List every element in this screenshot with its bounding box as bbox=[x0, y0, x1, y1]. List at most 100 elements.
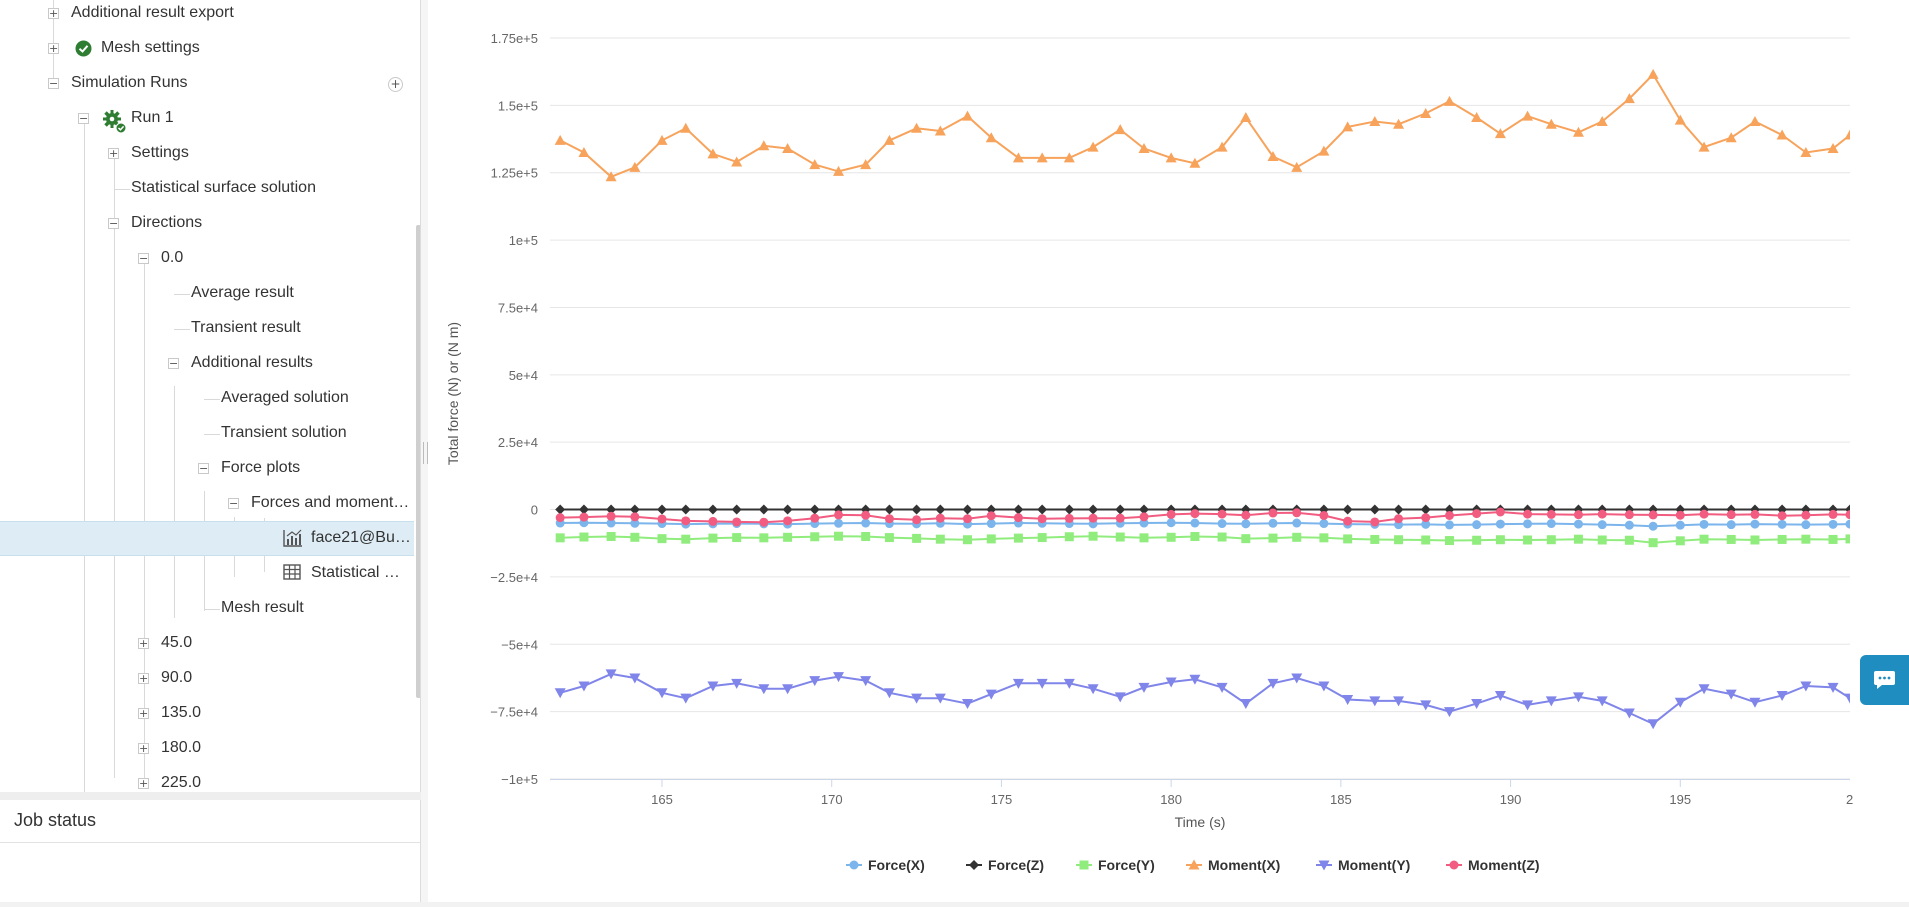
data-point-forcex bbox=[1546, 519, 1556, 529]
tree-item-run-1[interactable]: Run 1 bbox=[131, 109, 174, 126]
data-point-momentz bbox=[810, 513, 820, 523]
collapse-toggle[interactable]: − bbox=[78, 112, 89, 125]
collapse-toggle[interactable]: − bbox=[198, 462, 209, 475]
data-point-momenty bbox=[1165, 677, 1177, 688]
tree-item-additional-results[interactable]: Additional results bbox=[191, 354, 313, 371]
series-momentz bbox=[555, 507, 1850, 527]
data-point-momenty bbox=[1800, 681, 1812, 692]
data-point-forcez bbox=[1699, 504, 1710, 515]
legend-item-forcez[interactable]: Force(Z) bbox=[966, 857, 1044, 873]
legend-item-forcey[interactable]: Force(Y) bbox=[1076, 857, 1155, 873]
tree-item-average-result[interactable]: Average result bbox=[191, 284, 294, 301]
data-point-forcey bbox=[1648, 538, 1658, 548]
left-panel: + Additional result export + Mesh settin… bbox=[0, 0, 421, 902]
data-point-forcez bbox=[1573, 504, 1584, 515]
tree-item-forces-and-moments[interactable]: Forces and moment… bbox=[251, 494, 410, 511]
tree-item-simulation-runs[interactable]: Simulation Runs bbox=[71, 74, 188, 91]
data-point-momentz bbox=[1064, 513, 1074, 523]
collapse-toggle[interactable]: − bbox=[48, 77, 59, 90]
data-point-forcey bbox=[935, 534, 945, 544]
data-point-forcey bbox=[962, 535, 972, 545]
expand-toggle[interactable]: + bbox=[138, 777, 149, 790]
tree-item-direction-0[interactable]: 0.0 bbox=[161, 249, 184, 266]
tree-item-direction-225[interactable]: 225.0 bbox=[161, 774, 202, 791]
legend-label-forcey: Force(Y) bbox=[1098, 857, 1155, 873]
data-point-momentz bbox=[1421, 513, 1431, 523]
data-point-momentz bbox=[579, 512, 589, 522]
tree-item-direction-90[interactable]: 90.0 bbox=[161, 669, 193, 686]
chat-button[interactable] bbox=[1860, 655, 1909, 705]
splitter-grip[interactable] bbox=[423, 442, 428, 464]
data-point-momentz bbox=[1648, 510, 1658, 520]
tree-item-transient-result[interactable]: Transient result bbox=[191, 319, 301, 336]
tree-item-mesh-settings[interactable]: Mesh settings bbox=[101, 39, 200, 56]
expand-toggle[interactable]: + bbox=[138, 672, 149, 685]
data-point-forcez bbox=[1444, 504, 1455, 515]
tree-item-force-plots[interactable]: Force plots bbox=[221, 459, 301, 476]
tree-item-settings[interactable]: Settings bbox=[131, 144, 189, 161]
data-point-momentx bbox=[758, 140, 770, 151]
data-point-momentz bbox=[935, 513, 945, 523]
series-forcey bbox=[555, 531, 1850, 548]
tree-item-direction-180[interactable]: 180.0 bbox=[161, 739, 202, 756]
tree-item-statistical-surface-solution[interactable]: Statistical surface solution bbox=[131, 179, 316, 196]
expand-toggle[interactable]: + bbox=[138, 637, 149, 650]
data-point-forcex bbox=[1648, 521, 1658, 531]
data-point-forcex bbox=[1777, 519, 1787, 529]
tree-item-statistical-table[interactable]: Statistical … bbox=[311, 564, 400, 581]
data-point-forcex bbox=[1319, 519, 1329, 529]
data-point-momentx bbox=[1827, 142, 1839, 153]
expand-toggle[interactable]: + bbox=[48, 7, 59, 20]
data-point-forcez bbox=[1648, 504, 1659, 515]
data-point-momentx bbox=[1844, 129, 1850, 140]
data-point-momenty bbox=[1827, 682, 1839, 693]
collapse-toggle[interactable]: − bbox=[168, 357, 179, 370]
data-point-forcex bbox=[1699, 519, 1709, 529]
data-point-forcey bbox=[1088, 531, 1098, 541]
collapse-toggle[interactable]: − bbox=[228, 497, 239, 510]
tree-item-direction-135[interactable]: 135.0 bbox=[161, 704, 202, 721]
series-momenty bbox=[554, 669, 1850, 730]
data-point-forcey bbox=[1166, 532, 1176, 542]
data-point-forcez bbox=[1369, 504, 1380, 515]
data-point-forcex bbox=[1444, 520, 1454, 530]
data-point-forcey bbox=[1292, 532, 1302, 542]
data-point-momenty bbox=[1267, 678, 1279, 689]
tree-item-transient-solution[interactable]: Transient solution bbox=[221, 424, 347, 441]
tree-item-additional-result-export[interactable]: Additional result export bbox=[71, 4, 234, 21]
collapse-toggle[interactable]: − bbox=[108, 217, 119, 230]
tree-item-face21-plot[interactable]: face21@Bu… bbox=[311, 529, 411, 546]
tree-item-direction-45[interactable]: 45.0 bbox=[161, 634, 193, 651]
data-point-forcey bbox=[1394, 535, 1404, 545]
y-tick-label: −1e+5 bbox=[501, 772, 538, 787]
data-point-momentz bbox=[1624, 510, 1634, 520]
expand-toggle[interactable]: + bbox=[138, 707, 149, 720]
panel-splitter[interactable] bbox=[421, 0, 428, 902]
data-point-momentx bbox=[707, 148, 719, 159]
legend-item-momenty[interactable]: Moment(Y) bbox=[1316, 857, 1410, 873]
job-status-panel bbox=[0, 800, 421, 902]
tree-item-directions[interactable]: Directions bbox=[131, 214, 203, 231]
expand-toggle[interactable]: + bbox=[48, 42, 59, 55]
series-line-momenty bbox=[559, 672, 1850, 725]
expand-toggle[interactable]: + bbox=[138, 742, 149, 755]
add-run-button[interactable]: + bbox=[388, 77, 403, 92]
data-point-momentx bbox=[731, 156, 743, 167]
data-point-forcez bbox=[1064, 504, 1075, 515]
data-point-forcey bbox=[861, 531, 871, 541]
data-point-momenty bbox=[758, 684, 770, 695]
data-point-momenty bbox=[1674, 697, 1686, 708]
legend-item-momentz[interactable]: Moment(Z) bbox=[1446, 857, 1540, 873]
data-point-forcex bbox=[1624, 520, 1634, 530]
data-point-forcez bbox=[1675, 504, 1686, 515]
x-tick-label: 190 bbox=[1500, 792, 1522, 807]
legend-item-forcex[interactable]: Force(X) bbox=[846, 857, 925, 873]
data-point-momentx bbox=[1596, 116, 1608, 127]
legend-item-momentx[interactable]: Moment(X) bbox=[1186, 857, 1280, 873]
tree-item-mesh-result[interactable]: Mesh result bbox=[221, 599, 304, 616]
tree-scrollbar[interactable] bbox=[416, 225, 420, 698]
collapse-toggle[interactable]: − bbox=[138, 252, 149, 265]
expand-toggle[interactable]: + bbox=[108, 147, 119, 160]
tree-item-averaged-solution[interactable]: Averaged solution bbox=[221, 389, 349, 406]
data-point-momentx bbox=[782, 142, 794, 153]
